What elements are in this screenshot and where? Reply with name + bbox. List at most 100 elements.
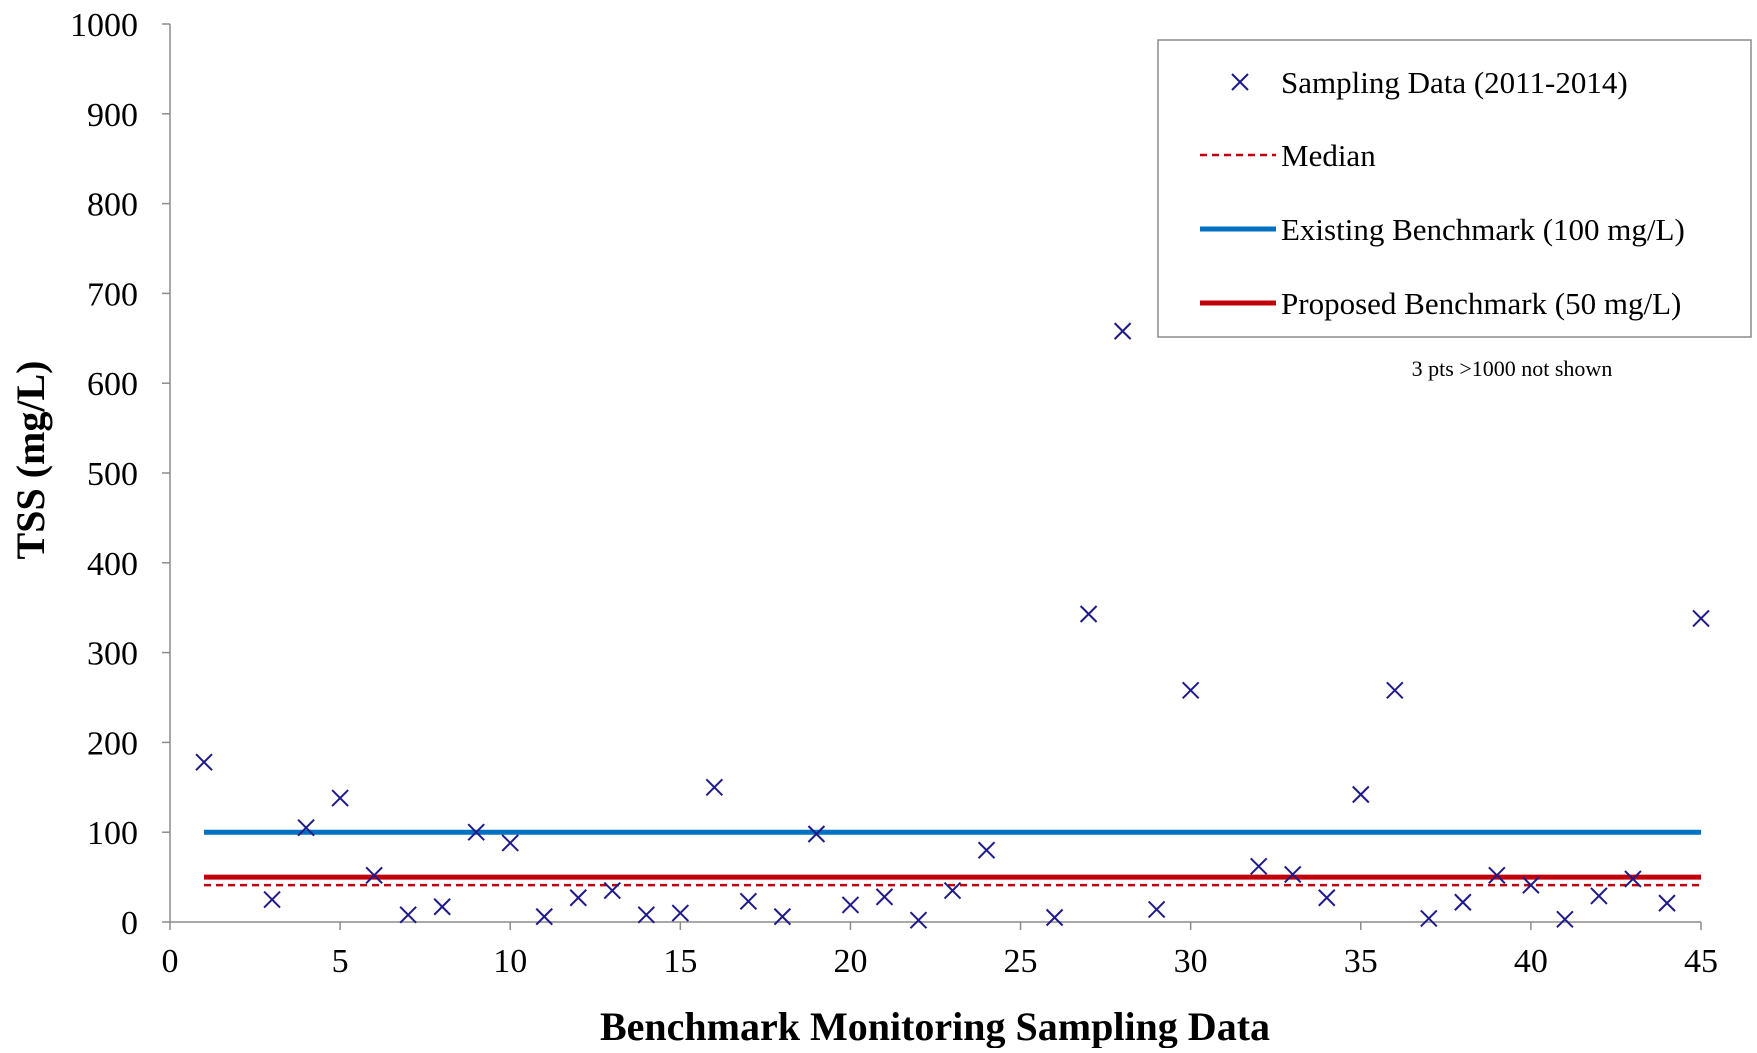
data-point (909, 911, 928, 929)
y-axis-title: TSS (mg/L) (8, 361, 53, 560)
data-point-stroke (773, 907, 792, 926)
data-point-stroke (1284, 865, 1302, 884)
data-point-stroke (909, 911, 928, 929)
legend-label: Sampling Data (2011-2014) (1281, 65, 1628, 100)
data-point (1079, 605, 1098, 623)
data-point (535, 907, 553, 926)
data-point (875, 888, 894, 906)
data-point (569, 889, 587, 907)
data-point-stroke (365, 866, 383, 885)
legend: Sampling Data (2011-2014) Median Existing … (1157, 39, 1752, 338)
data-point-stroke (875, 888, 894, 906)
data-point (671, 904, 690, 922)
data-point-stroke (739, 892, 758, 911)
data-point (1488, 866, 1506, 885)
data-point (1045, 908, 1064, 927)
data-point (1556, 910, 1574, 929)
x-tick-label: 0 (162, 943, 179, 980)
y-tick-label: 800 (87, 187, 138, 224)
y-tick-label: 1000 (70, 7, 138, 44)
y-tick-label: 700 (87, 276, 138, 313)
data-point (1181, 681, 1200, 700)
data-point-stroke (501, 834, 519, 852)
data-point-stroke (569, 889, 587, 907)
legend-marker-x (1231, 73, 1249, 91)
data-point-stroke (671, 904, 690, 922)
data-point (501, 834, 519, 852)
x-tick-label: 45 (1684, 943, 1718, 980)
legend-label: Proposed Benchmark (50 mg/L) (1281, 286, 1681, 321)
data-point-stroke (977, 841, 996, 859)
data-point-stroke (705, 778, 724, 797)
data-point-stroke (1658, 894, 1676, 912)
scatter-points (195, 322, 1710, 929)
data-point (1658, 894, 1676, 912)
data-point-stroke (1113, 322, 1132, 340)
data-point (399, 906, 417, 924)
axes: 0 100 200 300 400 500 600 700 800 900 1000 0 5 10 15 20… (70, 7, 1718, 980)
data-point (705, 778, 724, 797)
data-point-stroke (195, 753, 213, 771)
data-point (1113, 322, 1132, 340)
data-point-stroke (841, 896, 860, 914)
data-point-stroke (399, 906, 417, 924)
data-point-stroke (1420, 909, 1438, 928)
data-point-stroke (297, 819, 315, 837)
x-tick-label: 40 (1514, 943, 1548, 980)
data-point-stroke (1522, 876, 1540, 894)
data-point-stroke (1250, 857, 1268, 876)
data-point (1250, 857, 1268, 876)
series-lines (204, 829, 1701, 887)
data-point (637, 906, 656, 924)
data-point (1284, 865, 1302, 884)
data-point (365, 866, 383, 885)
data-point-stroke (535, 907, 553, 926)
data-point (1624, 870, 1642, 888)
data-point-stroke (467, 823, 485, 841)
y-tick-label: 100 (87, 815, 138, 852)
data-point (331, 789, 349, 807)
data-point (1522, 876, 1540, 894)
data-point-stroke (331, 789, 349, 807)
data-point (841, 896, 860, 914)
x-tick-label: 25 (1004, 943, 1038, 980)
data-point-stroke (433, 898, 451, 916)
data-point-stroke (1692, 609, 1710, 628)
data-point (1420, 909, 1438, 928)
legend-box (1157, 39, 1752, 338)
data-point-stroke (1045, 908, 1064, 927)
data-point-stroke (1147, 900, 1166, 919)
data-point (1352, 785, 1370, 804)
data-point-stroke (263, 890, 281, 909)
y-tick-label: 400 (87, 546, 138, 583)
data-point (1386, 681, 1404, 700)
y-tick-label: 500 (87, 456, 138, 493)
data-point-stroke (1352, 785, 1370, 804)
data-point (1318, 889, 1336, 907)
data-point-stroke (1079, 605, 1098, 623)
data-point (297, 819, 315, 837)
x-tick-label: 20 (833, 943, 867, 980)
data-point (739, 892, 758, 911)
data-point-stroke (1386, 681, 1404, 700)
data-point (263, 890, 281, 909)
data-point-stroke (603, 881, 621, 900)
data-point (467, 823, 485, 841)
data-point-stroke (1318, 889, 1336, 907)
data-point (603, 881, 621, 900)
data-point (1590, 887, 1608, 905)
data-point (943, 881, 962, 900)
x-tick-label: 5 (332, 943, 349, 980)
y-tick-label: 0 (121, 905, 138, 942)
x-tick-label: 15 (663, 943, 697, 980)
data-point-stroke (1181, 681, 1200, 700)
data-point (1692, 609, 1710, 628)
data-point-stroke (1556, 910, 1574, 929)
x-tick-label: 30 (1174, 943, 1208, 980)
legend-label: Existing Benchmark (100 mg/L) (1281, 212, 1685, 247)
data-point-stroke (1624, 870, 1642, 888)
y-tick-label: 200 (87, 725, 138, 762)
data-point (807, 825, 826, 843)
